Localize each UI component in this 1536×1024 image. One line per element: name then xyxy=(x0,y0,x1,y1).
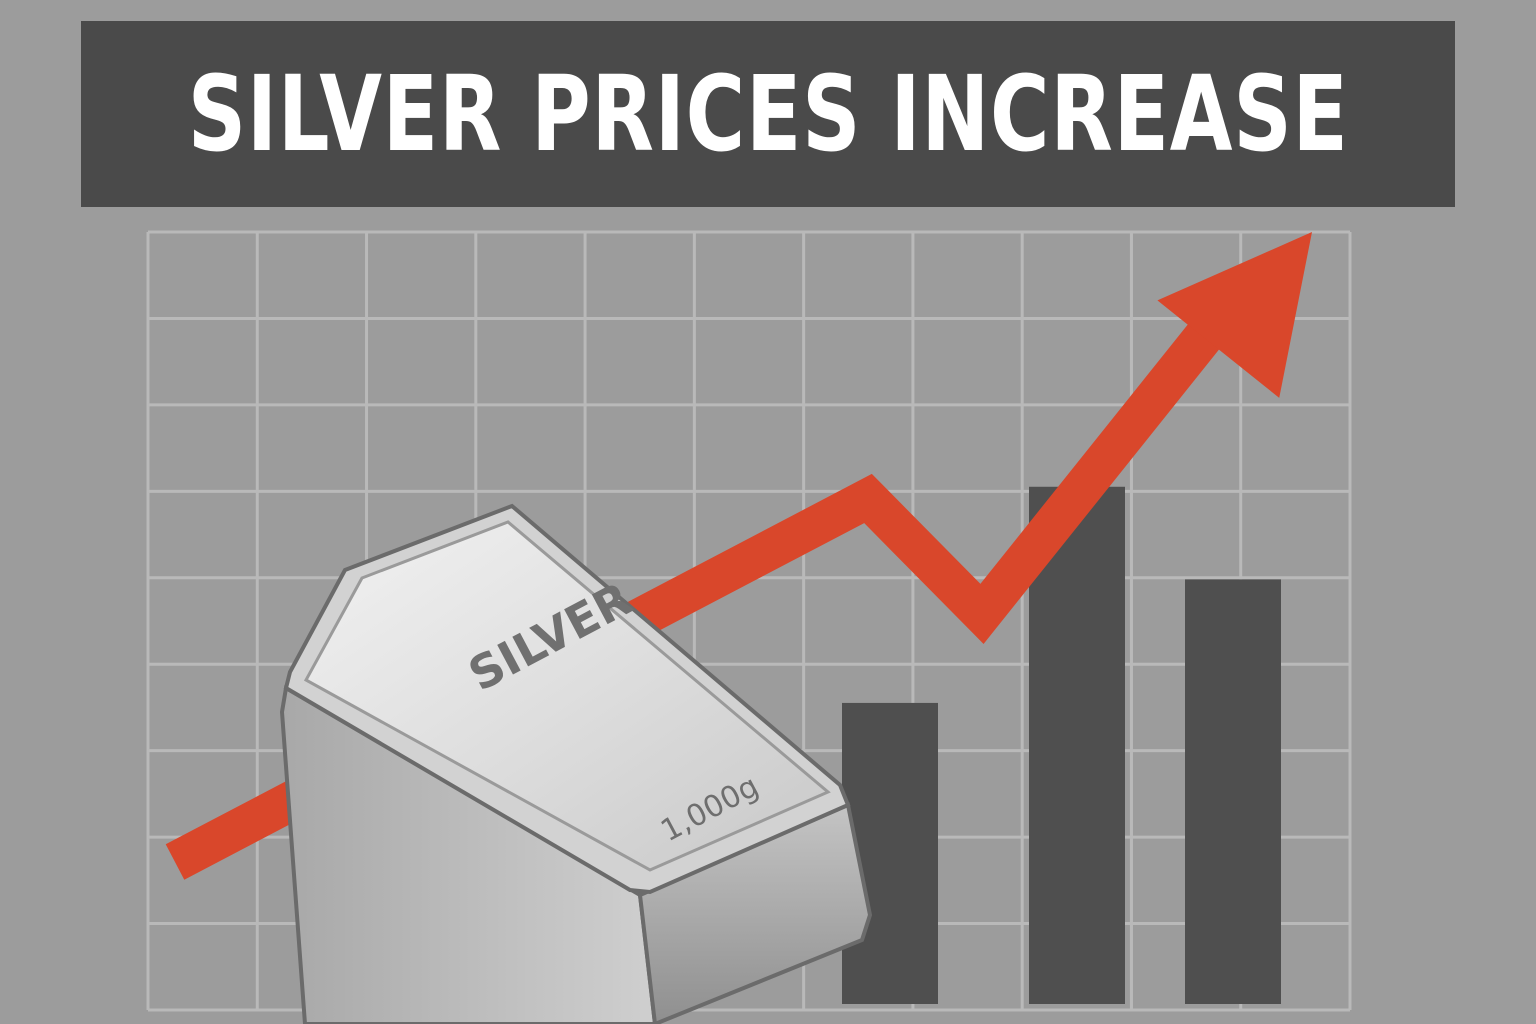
silver-bar-icon: SILVER 1,000g xyxy=(279,503,873,1024)
chart-bars xyxy=(842,486,1281,1004)
headline-banner: SILVER PRICES INCREASE xyxy=(81,21,1455,207)
chart-bar xyxy=(1029,486,1125,1004)
headline-title: SILVER PRICES INCREASE xyxy=(187,53,1349,175)
chart-bar xyxy=(1185,579,1281,1004)
trend-arrowhead xyxy=(1157,232,1312,398)
silver-bar-top-panel xyxy=(303,520,831,872)
